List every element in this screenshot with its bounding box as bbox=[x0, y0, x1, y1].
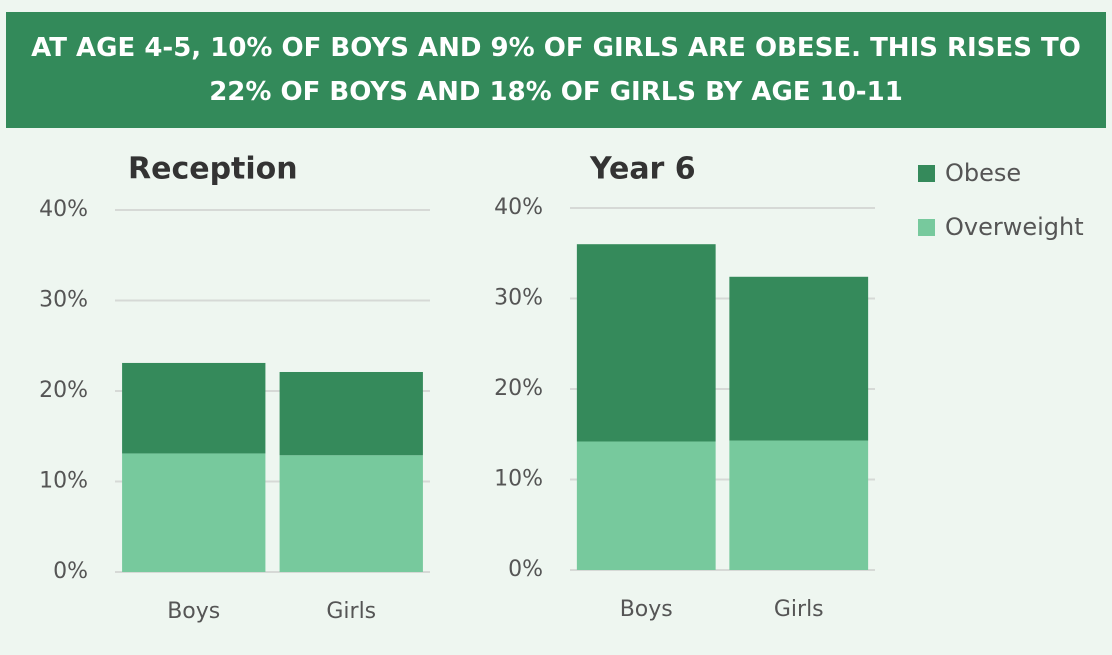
y-tick-label: 30% bbox=[39, 288, 88, 313]
legend-swatch bbox=[918, 219, 935, 236]
bar-segment bbox=[122, 362, 266, 454]
legend-label: Obese bbox=[945, 159, 1021, 187]
chart-title: Reception bbox=[128, 152, 298, 187]
x-tick-label: Girls bbox=[326, 599, 376, 624]
y-tick-label: 40% bbox=[494, 195, 543, 220]
chart-title: Year 6 bbox=[589, 152, 696, 187]
bar-segment bbox=[729, 276, 869, 441]
banner-title: AT AGE 4-5, 10% OF BOYS AND 9% OF GIRLS … bbox=[31, 33, 1081, 107]
x-tick-label: Boys bbox=[620, 597, 673, 622]
bar-segment bbox=[729, 440, 869, 570]
legend-label: Overweight bbox=[945, 213, 1084, 241]
banner: AT AGE 4-5, 10% OF BOYS AND 9% OF GIRLS … bbox=[6, 12, 1106, 128]
x-tick-label: Girls bbox=[774, 597, 824, 622]
y-tick-label: 10% bbox=[39, 469, 88, 494]
y-tick-label: 0% bbox=[508, 557, 543, 582]
x-tick-label: Boys bbox=[167, 599, 220, 624]
y-tick-label: 20% bbox=[494, 376, 543, 401]
y-tick-label: 0% bbox=[53, 559, 88, 584]
bar-segment bbox=[122, 453, 266, 572]
y-tick-label: 10% bbox=[494, 467, 543, 492]
bar-segment bbox=[279, 455, 423, 572]
bar-segment bbox=[576, 244, 716, 442]
y-tick-label: 30% bbox=[494, 286, 543, 311]
legend-swatch bbox=[918, 165, 935, 182]
y-tick-label: 20% bbox=[39, 378, 88, 403]
bar-segment bbox=[279, 371, 423, 456]
y-tick-label: 40% bbox=[39, 197, 88, 222]
bar-segment bbox=[576, 441, 716, 570]
